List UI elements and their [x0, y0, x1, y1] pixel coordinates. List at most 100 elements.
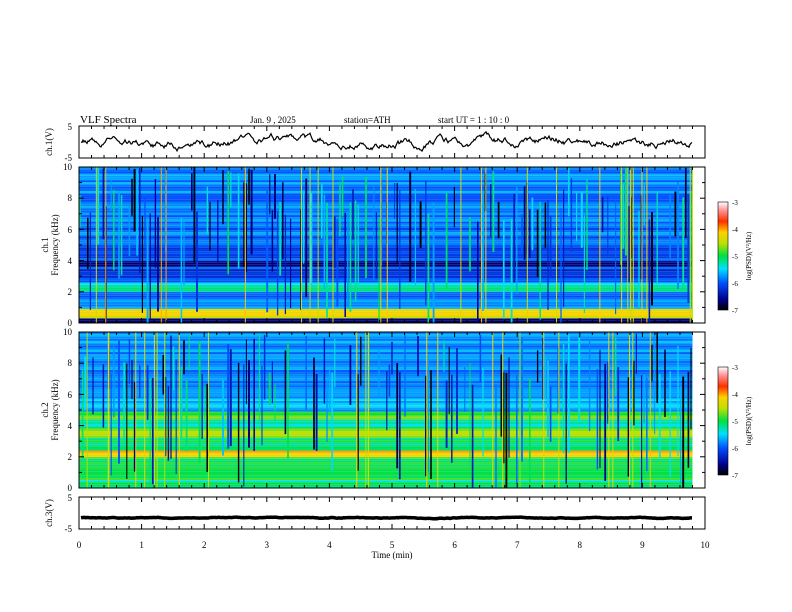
psd-band-7-2 [79, 413, 693, 416]
ch3-waveform-panel: 5 -5 ch.3(V) [44, 493, 706, 534]
ch2-colorbar: -3 -4 -5 -6 -7 log(PSD)(V²/Hz) [717, 364, 753, 480]
ch1-spectrogram-heatmap [79, 167, 705, 323]
date-label: Jan. 9 , 2025 [250, 115, 296, 125]
psd-band-1-3 [79, 308, 693, 312]
psd-band-9-9 [79, 199, 693, 202]
psd-band-9-18 [79, 352, 693, 355]
psd-band-9-2 [79, 387, 693, 390]
psd-band-1-4 [79, 469, 693, 472]
ch1-colorbar-tick-6: -6 [732, 280, 738, 288]
psd-band-6-2 [79, 421, 693, 425]
psd-band-5-4 [79, 271, 693, 274]
psd-band-8-3 [79, 402, 693, 406]
psd-band-5-1 [79, 277, 693, 281]
psd-band-1-1 [79, 313, 693, 316]
psd-band-9-3 [79, 212, 693, 216]
psd-band-0-2 [79, 482, 693, 485]
psd-band-1-6 [79, 464, 693, 467]
psd-band-4-2 [79, 284, 693, 288]
ch2-spectrogram-channel-label: ch.2 [40, 402, 50, 417]
psd-band-9-7 [79, 376, 693, 379]
ch2-colorbar-tick-4: -4 [732, 391, 738, 399]
psd-band-5-3 [79, 428, 693, 432]
chart-title: VLF Spectra [80, 114, 137, 126]
psd-band-8-6 [79, 230, 693, 233]
ch2-spectrogram-ylabel: Frequency (kHz) [50, 379, 60, 440]
psd-band-9-10 [79, 369, 693, 373]
ch2-spec-plot-empty-tail [692, 332, 705, 488]
psd-band-9-21 [79, 173, 693, 176]
psd-band-6-1 [79, 262, 693, 265]
psd-band-9-26 [79, 334, 693, 337]
x-tick-1: 1 [139, 540, 144, 550]
ch1-colorbar-label: log(PSD)(V²/Hz) [745, 231, 753, 280]
psd-band-8-10 [79, 221, 693, 224]
psd-band-4-4 [79, 440, 693, 443]
psd-band-9-25 [79, 336, 693, 339]
psd-band-9-17 [79, 182, 693, 185]
psd-band-9-7 [79, 204, 693, 207]
psd-band-6-2 [79, 260, 693, 263]
x-tick-5: 5 [390, 540, 395, 550]
psd-band-3-1 [79, 295, 693, 298]
psd-band-9-21 [79, 345, 693, 348]
psd-band-9-0 [79, 219, 693, 222]
psd-band-0-1 [79, 318, 693, 321]
psd-band-1-5 [79, 466, 693, 470]
psd-band-8-5 [79, 232, 693, 235]
psd-band-6-3 [79, 419, 693, 422]
psd-band-7-3 [79, 251, 693, 254]
psd-band-9-2 [79, 215, 693, 218]
psd-band-9-16 [79, 184, 693, 187]
ch2-spectrogram-panel: 10 8 6 4 2 0 ch.2 Frequency (kHz) [40, 327, 706, 493]
ch1-waveform-trace [80, 130, 693, 153]
psd-band-8-4 [79, 234, 693, 237]
psd-band-8-6 [79, 396, 693, 399]
psd-band-9-8 [79, 374, 693, 377]
x-tick-8: 8 [578, 540, 583, 550]
psd-band-0-3 [79, 480, 693, 483]
ch2-colorbar-tick-5: -5 [732, 418, 738, 426]
psd-band-9-5 [79, 381, 693, 384]
ch2-freq-tick-8: 8 [68, 358, 73, 368]
psd-band-9-4 [79, 210, 693, 213]
ch3-waveform-plot [79, 496, 693, 530]
psd-band-9-16 [79, 356, 693, 359]
psd-band-9-20 [79, 347, 693, 350]
ch1-freq-tick-4: 4 [68, 256, 73, 266]
psd-band-7-6 [79, 245, 693, 248]
x-tick-6: 6 [452, 540, 457, 550]
psd-band-9-13 [79, 191, 693, 194]
psd-band-1-0 [79, 477, 693, 481]
ch1-waveform-panel: 5 -5 ch.1(V) [44, 122, 706, 163]
psd-band-8-7 [79, 394, 693, 397]
ch1-freq-tick-2: 2 [68, 287, 73, 297]
psd-band-0-0 [79, 320, 693, 323]
psd-band-1-3 [79, 471, 693, 474]
ch3-waveform-ylabel: ch.3(V) [44, 499, 54, 527]
psd-band-3-1 [79, 452, 693, 455]
ch2-colorbar-label: log(PSD)(V²/Hz) [745, 396, 753, 445]
psd-band-4-1 [79, 446, 693, 449]
ch2-freq-tick-10: 10 [63, 327, 73, 337]
psd-band-1-2 [79, 473, 693, 476]
ch2-spectrogram-heatmap [79, 332, 705, 488]
psd-band-0-0 [79, 486, 693, 488]
psd-band-9-1 [79, 389, 693, 393]
psd-band-7-0 [79, 417, 693, 420]
psd-band-4-5 [79, 438, 693, 441]
ch1-spectrogram-channel-label: ch.1 [40, 237, 50, 252]
ch3-waveform-trace [80, 515, 693, 521]
ch1-colorbar-tick-7: -7 [732, 307, 738, 315]
x-tick-0: 0 [77, 540, 82, 550]
time-x-ticks [78, 126, 706, 529]
psd-band-9-1 [79, 217, 693, 220]
psd-band-5-2 [79, 431, 693, 434]
psd-band-8-0 [79, 409, 693, 412]
psd-band-9-14 [79, 188, 693, 192]
psd-band-7-5 [79, 247, 693, 250]
psd-band-3-2 [79, 450, 693, 453]
psd-band-8-3 [79, 236, 693, 239]
psd-band-9-6 [79, 378, 693, 382]
x-tick-4: 4 [327, 540, 332, 550]
